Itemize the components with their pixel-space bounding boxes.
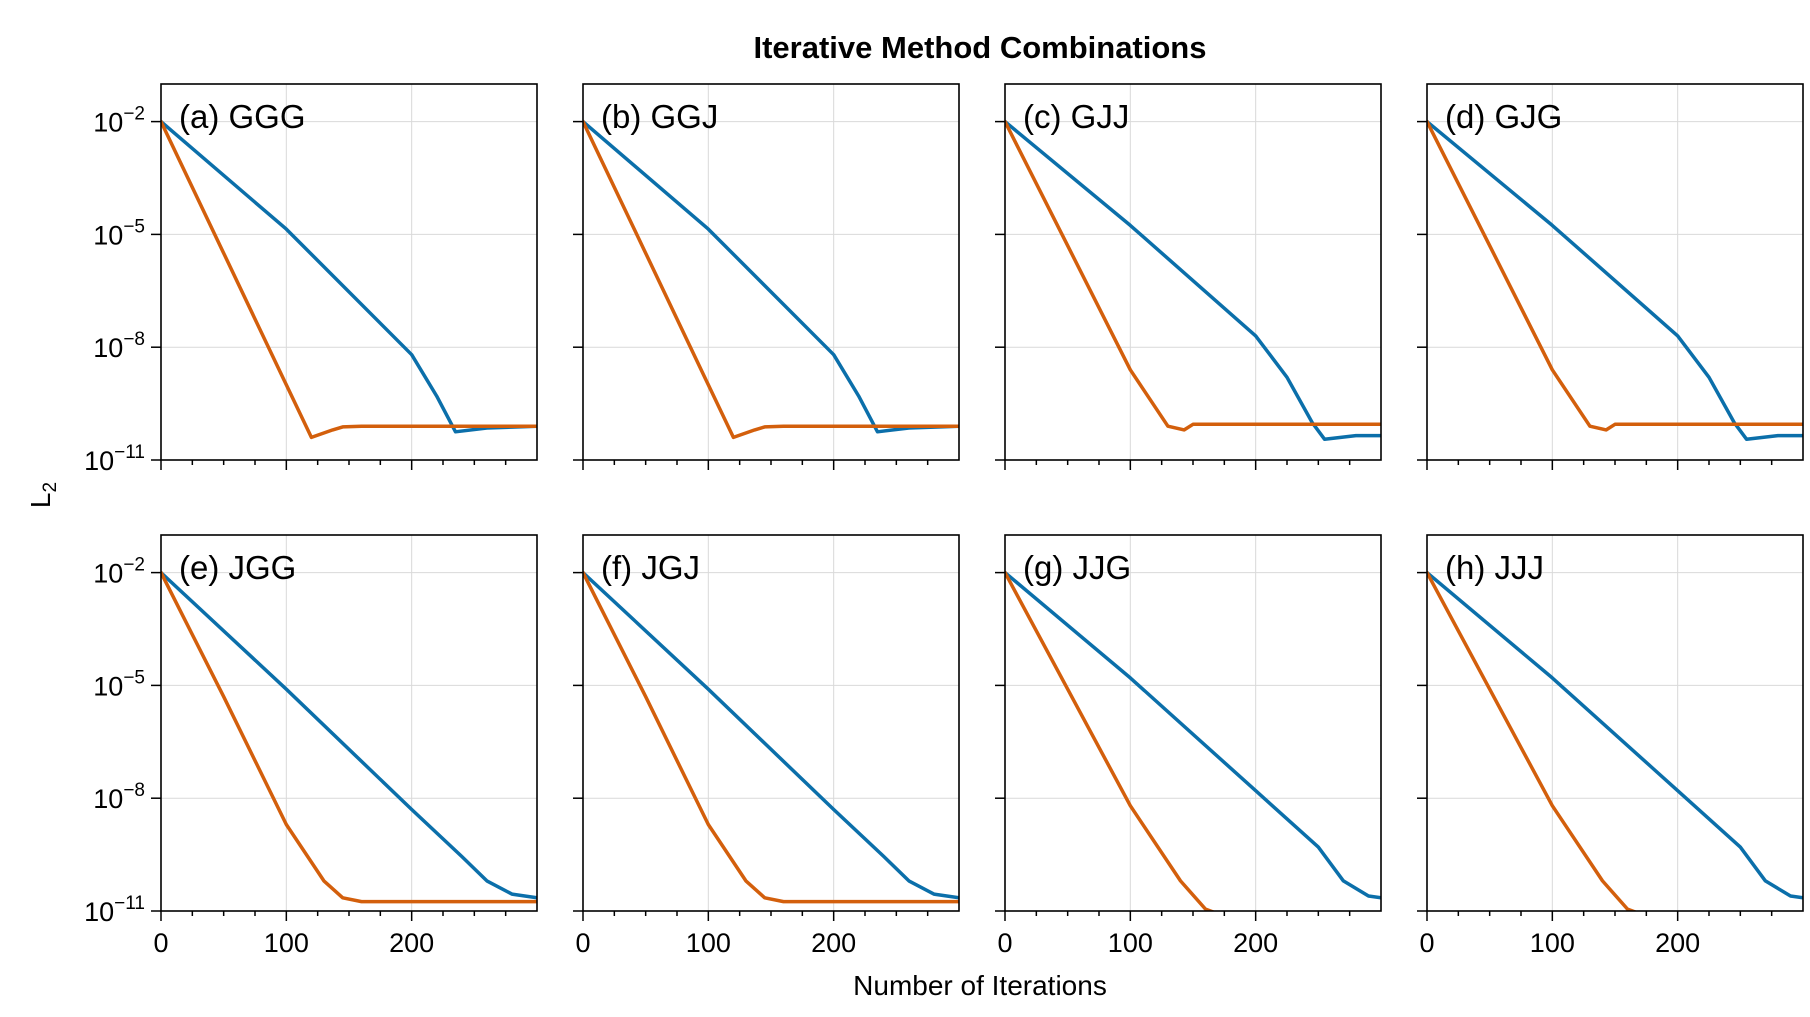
x-tick-label: 100	[686, 928, 731, 958]
y-tick-base: 10	[93, 671, 123, 701]
panel-label: (a) GGG	[179, 98, 306, 135]
panel-label: (g) JJG	[1023, 549, 1131, 586]
panel-label: (d) GJG	[1445, 98, 1562, 135]
y-tick-exponent: −2	[123, 104, 145, 125]
series-line-2	[161, 570, 537, 904]
panel-2: (c) GJJ	[995, 83, 1382, 470]
y-tick-base: 10	[84, 446, 114, 476]
panel-frame	[160, 83, 538, 461]
series-line-1	[1427, 119, 1803, 442]
series-line-1	[1005, 119, 1381, 442]
panel-label: (e) JGG	[179, 549, 296, 586]
x-tick-label: 100	[1530, 928, 1575, 958]
panel-label: (b) GGJ	[601, 98, 718, 135]
x-tick-label: 100	[1108, 928, 1153, 958]
x-tick-label: 0	[153, 928, 168, 958]
series-line-1	[1005, 570, 1381, 900]
series-line-2	[161, 119, 537, 440]
panel-3: (d) GJG	[1417, 83, 1804, 470]
series-line-2	[1005, 570, 1216, 911]
x-axis-title: Number of Iterations	[853, 970, 1107, 1001]
series-line-2	[1427, 119, 1803, 432]
y-tick-exponent: −8	[123, 329, 145, 350]
x-tick-label: 100	[264, 928, 309, 958]
series-line-1	[1427, 570, 1803, 900]
x-tick-label: 0	[575, 928, 590, 958]
panels-group: 10−210−510−810−11(a) GGG (b) GGJ (c) GJJ (d…	[84, 83, 1804, 958]
y-tick-label: 10−11	[84, 442, 145, 476]
panel-frame	[1004, 83, 1382, 461]
panel-frame	[1426, 83, 1804, 461]
panel-frame	[582, 83, 960, 461]
panel-1: (b) GGJ	[573, 83, 960, 470]
panel-0: 10−210−510−810−11(a) GGG	[84, 83, 538, 476]
y-tick-exponent: −11	[114, 893, 145, 914]
y-tick-base: 10	[93, 220, 123, 250]
y-tick-exponent: −5	[123, 216, 145, 237]
panel-label: (c) GJJ	[1023, 98, 1129, 135]
panel-frame	[582, 534, 960, 912]
y-tick-label: 10−5	[93, 216, 145, 250]
y-tick-label: 10−2	[93, 104, 145, 138]
series-line-1	[161, 570, 537, 900]
y-axis-title: L2	[25, 482, 61, 508]
y-tick-base: 10	[93, 784, 123, 814]
y-axis-title-sub: 2	[40, 482, 61, 493]
figure-title: Iterative Method Combinations	[754, 30, 1207, 65]
series-line-1	[583, 570, 959, 900]
series-line-2	[1427, 570, 1638, 911]
series-line-2	[1005, 119, 1381, 432]
x-tick-label: 200	[389, 928, 434, 958]
y-tick-label: 10−8	[93, 329, 145, 363]
y-tick-exponent: −8	[123, 780, 145, 801]
y-tick-label: 10−11	[84, 893, 145, 927]
y-tick-exponent: −11	[114, 442, 145, 463]
y-tick-exponent: −2	[123, 555, 145, 576]
y-tick-label: 10−2	[93, 555, 145, 589]
series-line-1	[161, 119, 537, 434]
y-tick-base: 10	[93, 108, 123, 138]
series-line-2	[583, 570, 959, 904]
x-tick-label: 0	[1419, 928, 1434, 958]
y-tick-base: 10	[93, 333, 123, 363]
panel-6: 0 100 200 (g) JJG	[995, 534, 1382, 958]
y-tick-base: 10	[84, 897, 114, 927]
x-tick-label: 200	[811, 928, 856, 958]
y-tick-base: 10	[93, 559, 123, 589]
panel-7: 0 100 200 (h) JJJ	[1417, 534, 1804, 958]
x-tick-label: 0	[997, 928, 1012, 958]
series-line-2	[583, 119, 959, 440]
x-tick-label: 200	[1655, 928, 1700, 958]
y-tick-exponent: −5	[123, 667, 145, 688]
y-tick-label: 10−8	[93, 780, 145, 814]
series-line-1	[583, 119, 959, 434]
y-axis-title-main: L	[25, 493, 56, 509]
y-tick-label: 10−5	[93, 667, 145, 701]
panel-label: (f) JGJ	[601, 549, 700, 586]
x-tick-label: 200	[1233, 928, 1278, 958]
panel-5: 0 100 200 (f) JGJ	[573, 534, 960, 958]
panel-frame	[160, 534, 538, 912]
panel-label: (h) JJJ	[1445, 549, 1544, 586]
